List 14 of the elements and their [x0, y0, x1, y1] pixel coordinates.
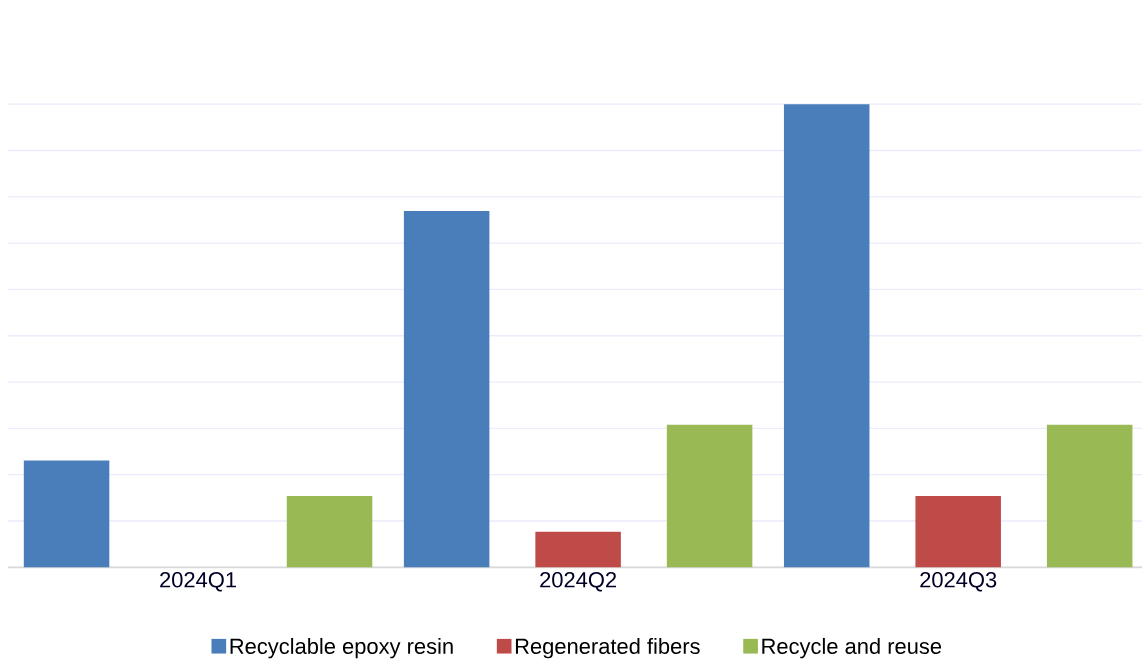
legend-label: Recyclable epoxy resin: [230, 637, 453, 659]
bar: [535, 531, 621, 568]
x-tick-label: 2024Q1: [160, 572, 236, 592]
bar: [783, 104, 870, 568]
legend-label: Recycle and reuse: [762, 637, 942, 659]
x-tick-label: 2024Q2: [540, 572, 616, 592]
bar: [23, 460, 110, 568]
bar: [1046, 424, 1133, 568]
bar: [666, 424, 753, 568]
bar: [915, 496, 1001, 568]
x-tick-label: 2024Q3: [920, 572, 997, 592]
legend-label: Regenerated fibers: [515, 637, 700, 659]
bar: [403, 211, 490, 568]
bar: [286, 496, 373, 568]
